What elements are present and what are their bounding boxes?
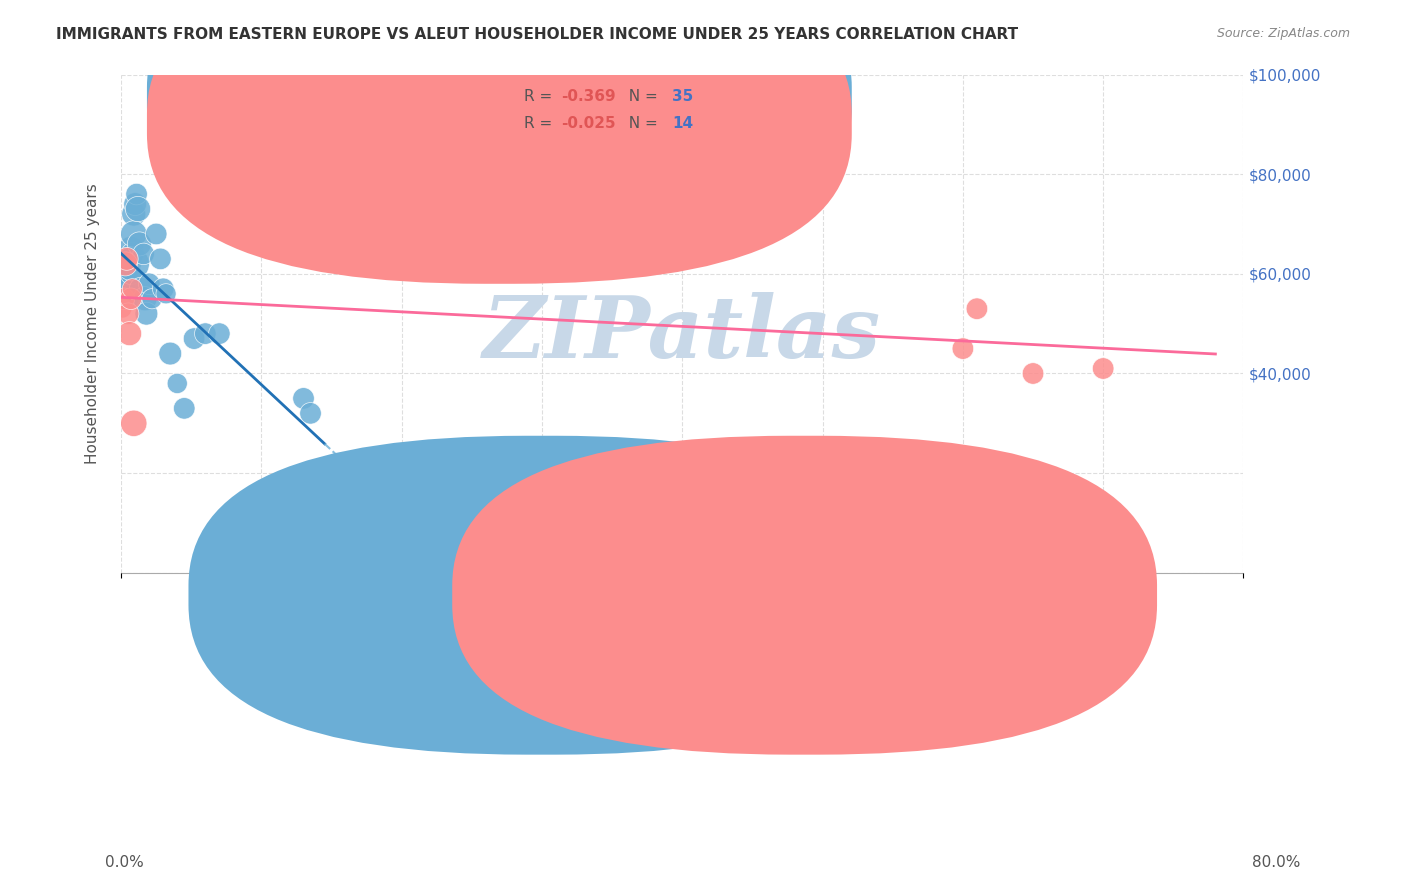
Point	[117, 292, 139, 306]
Point	[114, 277, 136, 291]
Point	[145, 227, 167, 241]
Point	[952, 342, 974, 356]
Point	[307, 167, 329, 181]
Y-axis label: Householder Income Under 25 years: Householder Income Under 25 years	[86, 183, 100, 464]
Point	[111, 301, 134, 316]
Point	[194, 326, 217, 341]
Point	[115, 252, 138, 266]
Point	[966, 301, 988, 316]
Text: Source: ZipAtlas.com: Source: ZipAtlas.com	[1216, 27, 1350, 40]
Point	[141, 292, 163, 306]
Text: R =: R =	[524, 89, 557, 104]
Point	[124, 197, 146, 211]
FancyBboxPatch shape	[453, 436, 1157, 755]
Point	[120, 242, 142, 256]
Point	[129, 282, 152, 296]
Point	[299, 406, 322, 420]
Point	[159, 346, 181, 360]
Text: 0.0%: 0.0%	[105, 855, 145, 870]
Point	[114, 257, 136, 271]
Point	[208, 326, 231, 341]
Text: 80.0%: 80.0%	[1253, 855, 1301, 870]
Point	[122, 417, 145, 431]
Point	[132, 247, 155, 261]
Point	[121, 247, 143, 261]
Point	[152, 282, 174, 296]
Point	[120, 292, 142, 306]
Point	[292, 392, 315, 406]
FancyBboxPatch shape	[188, 436, 893, 755]
Text: R =: R =	[524, 116, 557, 131]
Point	[183, 332, 205, 346]
Point	[115, 267, 138, 281]
Text: 14: 14	[672, 116, 693, 131]
FancyBboxPatch shape	[148, 0, 852, 258]
Point	[118, 326, 141, 341]
Point	[121, 257, 143, 271]
Point	[166, 376, 188, 391]
Point	[112, 292, 135, 306]
Point	[117, 307, 139, 321]
Text: N =: N =	[620, 89, 664, 104]
Point	[138, 277, 160, 291]
Point	[134, 292, 156, 306]
Text: ZIPatlas: ZIPatlas	[484, 292, 882, 376]
Point	[121, 282, 143, 296]
Point	[122, 207, 145, 221]
Point	[128, 236, 150, 251]
FancyBboxPatch shape	[148, 0, 852, 284]
Point	[118, 277, 141, 291]
Point	[149, 252, 172, 266]
Point	[173, 401, 195, 416]
Point	[112, 286, 135, 301]
Text: Aleuts: Aleuts	[831, 588, 879, 603]
Point	[120, 267, 142, 281]
Point	[117, 257, 139, 271]
Point	[118, 252, 141, 266]
Text: Immigrants from Eastern Europe: Immigrants from Eastern Europe	[568, 588, 818, 603]
Point	[127, 202, 149, 216]
Point	[155, 286, 177, 301]
Point	[135, 307, 157, 321]
Point	[1092, 361, 1115, 376]
FancyBboxPatch shape	[464, 75, 738, 147]
Text: IMMIGRANTS FROM EASTERN EUROPE VS ALEUT HOUSEHOLDER INCOME UNDER 25 YEARS CORREL: IMMIGRANTS FROM EASTERN EUROPE VS ALEUT …	[56, 27, 1018, 42]
Point	[1022, 367, 1045, 381]
Text: N =: N =	[620, 116, 664, 131]
Text: 35: 35	[672, 89, 693, 104]
Point	[125, 187, 148, 202]
Text: -0.025: -0.025	[561, 116, 616, 131]
Text: -0.369: -0.369	[561, 89, 616, 104]
Point	[122, 227, 145, 241]
